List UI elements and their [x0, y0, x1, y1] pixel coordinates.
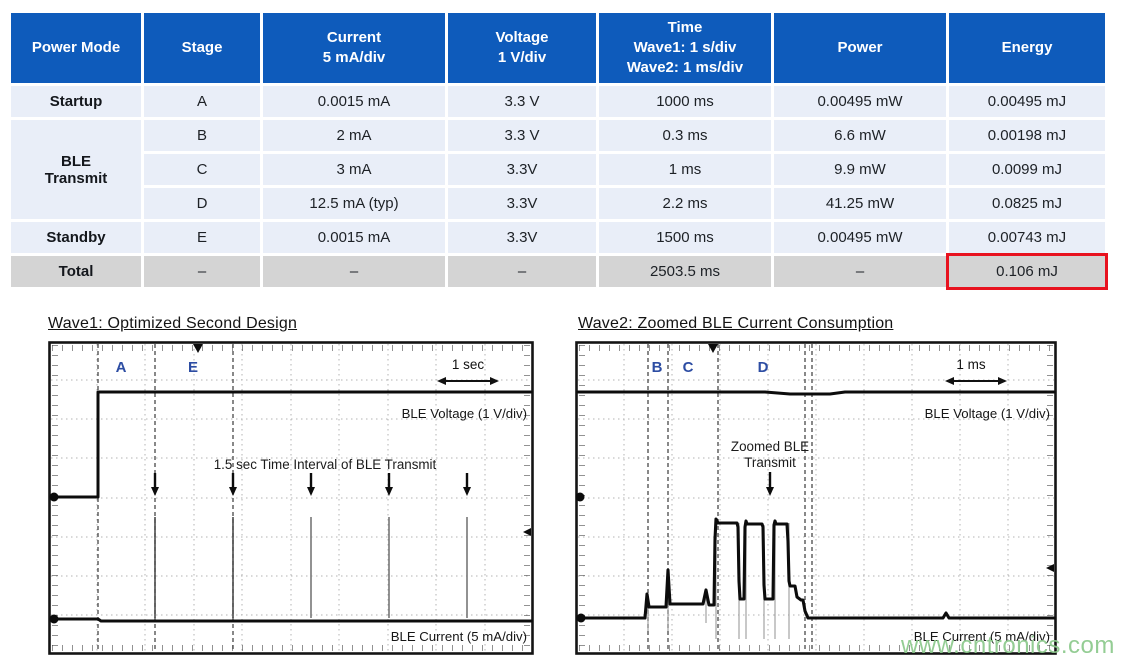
cell-time: 1 ms [599, 154, 771, 185]
cell-power: 0.00495 mW [774, 222, 946, 253]
stage-label-b: B [652, 359, 663, 376]
scope-edge-ticks [52, 345, 530, 651]
header-row: Power Mode Stage Current 5 mA/div Voltag… [11, 13, 1105, 83]
cell-mode-total: Total [11, 256, 141, 287]
table-row-total: Total – – – 2503.5 ms – 0.106 mJ [11, 253, 1108, 290]
voltage-reference-marker [575, 492, 585, 502]
power-budget-table: Power Mode Stage Current 5 mA/div Voltag… [8, 10, 1108, 290]
stage-label-e: E [188, 359, 198, 376]
cell-voltage: 3.3 V [448, 86, 596, 117]
cell-stage: B [144, 120, 260, 151]
timebase-arrow-icon [945, 377, 1007, 385]
cell-energy: 0.0825 mJ [949, 188, 1105, 219]
timebase-label: 1 sec [452, 357, 485, 372]
cell-time: 0.3 ms [599, 120, 771, 151]
cell-mode-ble-transmit: BLE Transmit [11, 120, 141, 219]
cell-power: 41.25 mW [774, 188, 946, 219]
transmit-current-spikes [154, 517, 468, 618]
cell-mode: Standby [11, 222, 141, 253]
cell-mode: Startup [11, 86, 141, 117]
column-header-time: Time Wave1: 1 s/div Wave2: 1 ms/div [599, 13, 771, 83]
cell-energy: 0.00198 mJ [949, 120, 1105, 151]
cell-voltage: 3.3V [448, 222, 596, 253]
cell-voltage: 3.3 V [448, 120, 596, 151]
cell-current: 12.5 mA (typ) [263, 188, 445, 219]
cell-stage: A [144, 86, 260, 117]
trigger-level-marker-icon [1046, 564, 1054, 572]
cell-stage: C [144, 154, 260, 185]
wave2-oscillogram: B C D 1 ms BLE Voltage (1 V/div) Zoomed … [575, 341, 1057, 655]
zoomed-annotation-line2: Transmit [744, 455, 796, 470]
trigger-marker-icon [708, 344, 718, 353]
cell-power: 9.9 mW [774, 154, 946, 185]
scope-edge-ticks [579, 345, 1053, 651]
cell-current: 3 mA [263, 154, 445, 185]
cell-time: 1000 ms [599, 86, 771, 117]
cell-total-energy-highlighted: 0.106 mJ [946, 253, 1108, 290]
voltage-trace [576, 390, 1056, 396]
cell-time: 2503.5 ms [599, 256, 771, 287]
cell-power: – [774, 256, 946, 287]
wave2-title: Wave2: Zoomed BLE Current Consumption [578, 315, 894, 332]
cell-stage: E [144, 222, 260, 253]
table-row-startup: Startup A 0.0015 mA 3.3 V 1000 ms 0.0049… [11, 86, 1105, 117]
column-header-energy: Energy [949, 13, 1105, 83]
trigger-level-marker-icon [523, 528, 531, 536]
timebase-label: 1 ms [956, 357, 986, 372]
voltage-channel-label: BLE Voltage (1 V/div) [402, 406, 527, 421]
timebase-arrow-icon [437, 377, 499, 385]
column-header-stage: Stage [144, 13, 260, 83]
zoomed-annotation-line1: Zoomed BLE [731, 439, 809, 454]
cell-current: 2 mA [263, 120, 445, 151]
stage-label-a: A [116, 359, 127, 376]
current-channel-label: BLE Current (5 mA/div) [914, 629, 1050, 644]
cell-voltage: 3.3V [448, 154, 596, 185]
cell-energy: 0.00743 mJ [949, 222, 1105, 253]
zoomed-down-arrow-icon [766, 472, 774, 496]
cell-power: 6.6 mW [774, 120, 946, 151]
wave1-oscillogram: A E 1 sec BLE Voltage (1 V/div) 1.5 sec … [48, 341, 534, 655]
current-trace [49, 614, 533, 624]
cell-current: – [263, 256, 445, 287]
cell-energy: 0.0099 mJ [949, 154, 1105, 185]
current-channel-label: BLE Current (5 mA/div) [391, 629, 527, 644]
current-trace [576, 517, 1056, 623]
interval-down-arrows-icon [151, 473, 471, 496]
voltage-channel-label: BLE Voltage (1 V/div) [925, 406, 1050, 421]
cell-current: 0.0015 mA [263, 222, 445, 253]
cell-voltage: – [448, 256, 596, 287]
cell-current: 0.0015 mA [263, 86, 445, 117]
watermark-text: www.cntronics.com [901, 632, 1115, 659]
interval-annotation: 1.5 sec Time Interval of BLE Transmit [214, 457, 437, 472]
table-row-standby: Standby E 0.0015 mA 3.3V 1500 ms 0.00495… [11, 222, 1105, 253]
voltage-trace [49, 390, 533, 502]
table-row-ble-d: D 12.5 mA (typ) 3.3V 2.2 ms 41.25 mW 0.0… [11, 188, 1105, 219]
column-header-power: Power [774, 13, 946, 83]
trigger-marker-icon [193, 344, 203, 353]
table-row-ble-b: BLE Transmit B 2 mA 3.3 V 0.3 ms 6.6 mW … [11, 120, 1105, 219]
table-row-ble-c: C 3 mA 3.3V 1 ms 9.9 mW 0.0099 mJ [11, 154, 1105, 185]
cell-stage: D [144, 188, 260, 219]
column-header-voltage: Voltage 1 V/div [448, 13, 596, 83]
wave1-title: Wave1: Optimized Second Design [48, 315, 298, 332]
cell-time: 1500 ms [599, 222, 771, 253]
cell-stage: – [144, 256, 260, 287]
column-header-power-mode: Power Mode [11, 13, 141, 83]
cell-power: 0.00495 mW [774, 86, 946, 117]
stage-label-c: C [683, 359, 694, 376]
column-header-current: Current 5 mA/div [263, 13, 445, 83]
cell-energy: 0.00495 mJ [949, 86, 1105, 117]
stage-label-d: D [758, 359, 769, 376]
cell-voltage: 3.3V [448, 188, 596, 219]
cell-time: 2.2 ms [599, 188, 771, 219]
